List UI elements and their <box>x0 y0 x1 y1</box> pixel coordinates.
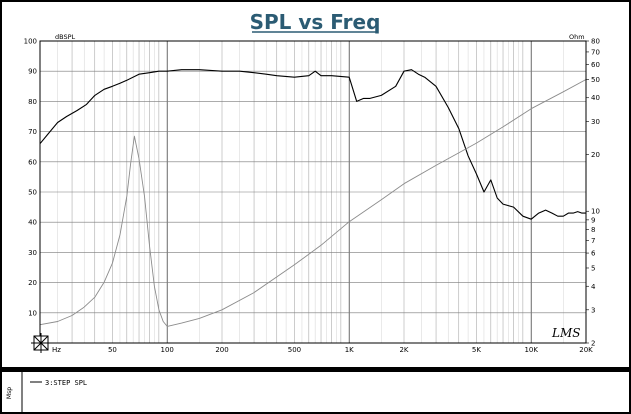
signature: LMS <box>551 326 580 340</box>
y2-tick-label: 2 <box>591 340 595 348</box>
y-tick-label: 80 <box>28 98 37 106</box>
legend-side-label: Msp <box>6 387 13 399</box>
x-tick-label: 50 <box>108 346 117 354</box>
y2-tick-label: 30 <box>591 118 600 126</box>
x-tick-label: 100 <box>161 346 174 354</box>
x-tick-label: 5K <box>472 346 481 354</box>
left-axis-unit: dBSPL <box>55 33 76 41</box>
chart-title: SPL vs Freq <box>250 10 381 34</box>
y2-tick-label: 20 <box>591 151 600 159</box>
x-axis-ticks: Hz 50 100 200 500 1K 2K 5K 10K 20K <box>52 346 593 354</box>
y-tick-label: 100 <box>24 38 37 46</box>
y-tick-label: 40 <box>28 219 37 227</box>
impedance-series-line <box>39 79 587 327</box>
y2-tick-label: 10 <box>591 208 600 216</box>
x-tick-label: 1K <box>345 346 354 354</box>
grid <box>39 40 587 343</box>
y-tick-label: 90 <box>28 68 37 76</box>
y2-tick-label: 8 <box>591 226 595 234</box>
y2-tick-label: 80 <box>591 38 600 46</box>
y2-tick-label: 40 <box>591 94 600 102</box>
x-tick-label: 500 <box>288 346 301 354</box>
y-tick-label: 50 <box>28 189 37 197</box>
corner-marker <box>31 333 51 353</box>
spl-series-line <box>39 69 586 220</box>
right-axis-unit: Ohm <box>569 33 585 41</box>
y2-tick-label: 7 <box>591 237 595 245</box>
y2-tick-label: 4 <box>591 283 596 291</box>
x-tick-label: Hz <box>52 346 61 354</box>
y2-tick-label: 50 <box>591 76 600 84</box>
y2-tick-label: 9 <box>591 216 595 224</box>
y-tick-label: 70 <box>28 128 37 136</box>
y2-tick-label: 3 <box>591 306 595 314</box>
y2-axis-ticks: 80 70 60 50 40 30 20 109 8 7 6 5 4 3 2 <box>586 38 600 348</box>
y-axis-ticks: 10 20 30 40 50 60 70 80 90 100 <box>24 38 37 318</box>
legend-entry: 3:STEP SPL <box>45 379 87 387</box>
x-tick-label: 2K <box>399 346 408 354</box>
y2-tick-label: 60 <box>591 61 600 69</box>
plot-panel <box>2 2 629 367</box>
x-tick-label: 200 <box>215 346 228 354</box>
x-tick-label: 20K <box>579 346 593 354</box>
y-tick-label: 20 <box>28 279 37 287</box>
y2-tick-label: 6 <box>591 250 596 258</box>
y2-tick-label: 70 <box>591 48 600 56</box>
y-tick-label: 30 <box>28 249 37 257</box>
legend-panel <box>2 372 629 412</box>
y2-tick-label: 5 <box>591 264 595 272</box>
y-tick-label: 60 <box>28 158 37 166</box>
x-tick-label: 10K <box>524 346 538 354</box>
plot-border <box>39 40 587 344</box>
series-lines <box>39 69 587 327</box>
y-tick-label: 10 <box>28 309 37 317</box>
